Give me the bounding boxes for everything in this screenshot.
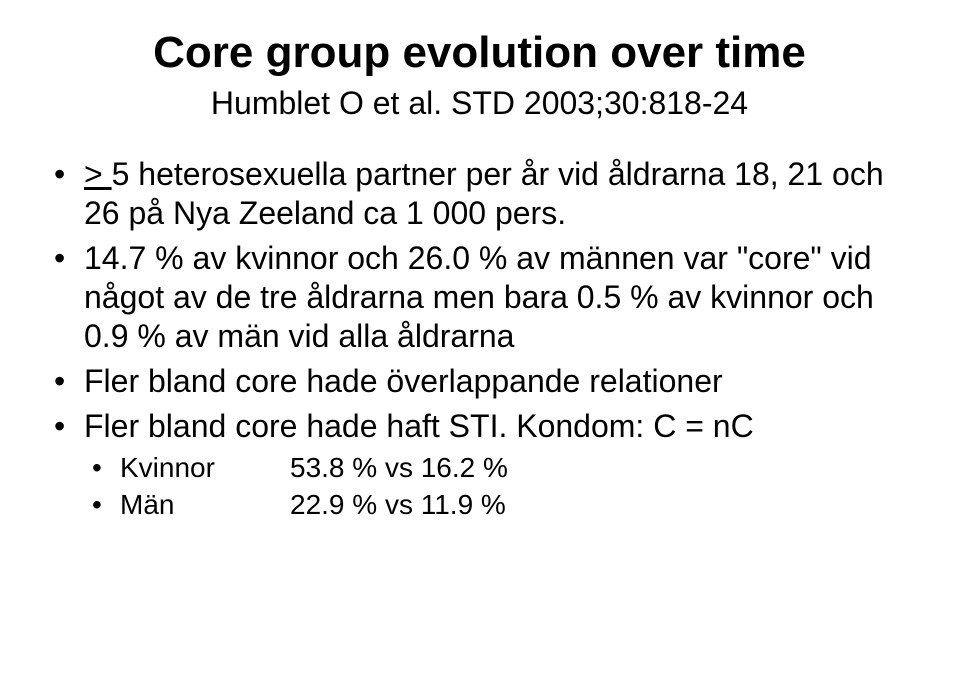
sub-bullet-item: Män22.9 % vs 11.9 %: [84, 487, 911, 522]
bullet-item: Fler bland core hade överlappande relati…: [48, 362, 911, 401]
bullet-list: > 5 heterosexuella partner per år vid ål…: [48, 155, 911, 522]
slide-subtitle: Humblet O et al. STD 2003;30:818-24: [48, 83, 911, 123]
slide: Core group evolution over time Humblet O…: [0, 0, 959, 673]
sub-bullet-value: 22.9 % vs 11.9 %: [290, 489, 506, 520]
bullet-text: Fler bland core hade överlappande relati…: [84, 363, 723, 399]
sub-bullet-label: Kvinnor: [120, 450, 290, 485]
slide-title: Core group evolution over time: [48, 28, 911, 79]
bullet-text-post: 5 heterosexuella partner per år vid åldr…: [84, 156, 884, 231]
bullet-text-underlined: >: [84, 156, 112, 192]
bullet-item: > 5 heterosexuella partner per år vid ål…: [48, 155, 911, 233]
bullet-text: 14.7 % av kvinnor och 26.0 % av männen v…: [84, 240, 874, 354]
sub-bullet-label: Män: [120, 487, 290, 522]
bullet-item: 14.7 % av kvinnor och 26.0 % av männen v…: [48, 239, 911, 356]
sub-bullet-list: Kvinnor53.8 % vs 16.2 % Män22.9 % vs 11.…: [84, 450, 911, 522]
bullet-item: Fler bland core hade haft STI. Kondom: C…: [48, 407, 911, 522]
sub-bullet-value: 53.8 % vs 16.2 %: [290, 452, 508, 483]
sub-bullet-item: Kvinnor53.8 % vs 16.2 %: [84, 450, 911, 485]
bullet-text: Fler bland core hade haft STI. Kondom: C…: [84, 408, 754, 444]
